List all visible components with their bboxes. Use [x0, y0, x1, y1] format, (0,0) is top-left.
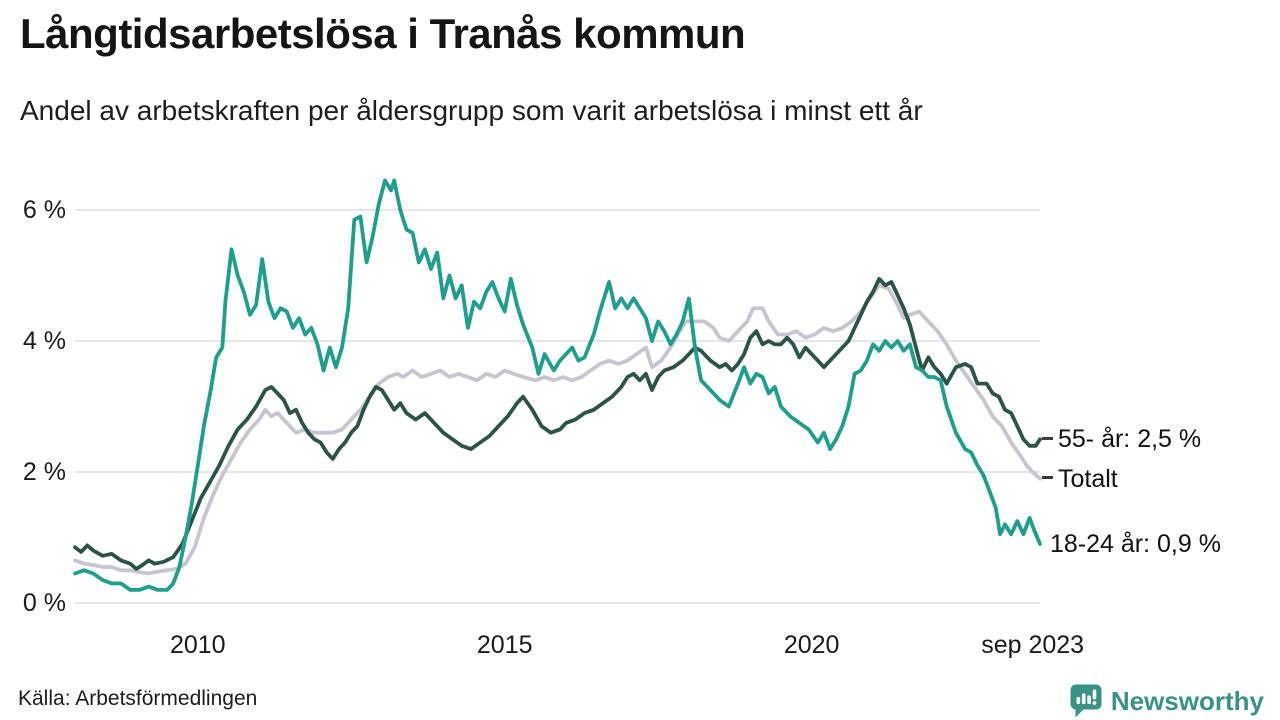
y-axis-tick-label: 2 % [22, 458, 66, 486]
series-end-label-text: 55- år: 2,5 % [1058, 425, 1202, 454]
x-axis-tick-label: 2010 [169, 631, 226, 659]
y-axis-tick-label: 6 % [22, 196, 66, 224]
gridline [75, 602, 1040, 604]
series-end-label-text: Totalt [1058, 464, 1118, 493]
series-end-label-text: 18-24 år: 0,9 % [1050, 530, 1221, 559]
page-title: Långtidsarbetslösa i Tranås kommun [20, 10, 746, 57]
series-end-label-18-24-ar: 18-24 år: 0,9 % [1050, 529, 1221, 559]
source-note: Källa: Arbetsförmedlingen [18, 687, 258, 710]
leader-dash [1042, 437, 1053, 441]
leader-dash [1042, 476, 1053, 480]
series-line-55--år [73, 276, 1042, 571]
y-axis-tick-label: 4 % [22, 327, 66, 355]
page-subtitle: Andel av arbetskraften per åldersgrupp s… [20, 95, 923, 126]
x-axis-tick-label: sep 2023 [981, 631, 1085, 659]
y-axis-tick-label: 0 % [22, 589, 66, 617]
gridline [75, 471, 1040, 473]
gridline [75, 340, 1040, 342]
x-axis-tick-label: 2020 [783, 631, 840, 659]
series-end-label-55-ar: 55- år: 2,5 % [1042, 424, 1201, 454]
series-end-label-totalt: Totalt [1042, 464, 1118, 494]
gridline [75, 209, 1040, 211]
series-line-totalt [73, 283, 1042, 576]
newsworthy-wordmark: Newsworthy [1110, 685, 1264, 716]
series-line-18-24-år [73, 178, 1042, 592]
x-axis-tick-label: 2015 [476, 631, 533, 659]
newsworthy-icon [1070, 684, 1102, 718]
newsworthy-logo[interactable]: Newsworthy [1069, 683, 1264, 719]
